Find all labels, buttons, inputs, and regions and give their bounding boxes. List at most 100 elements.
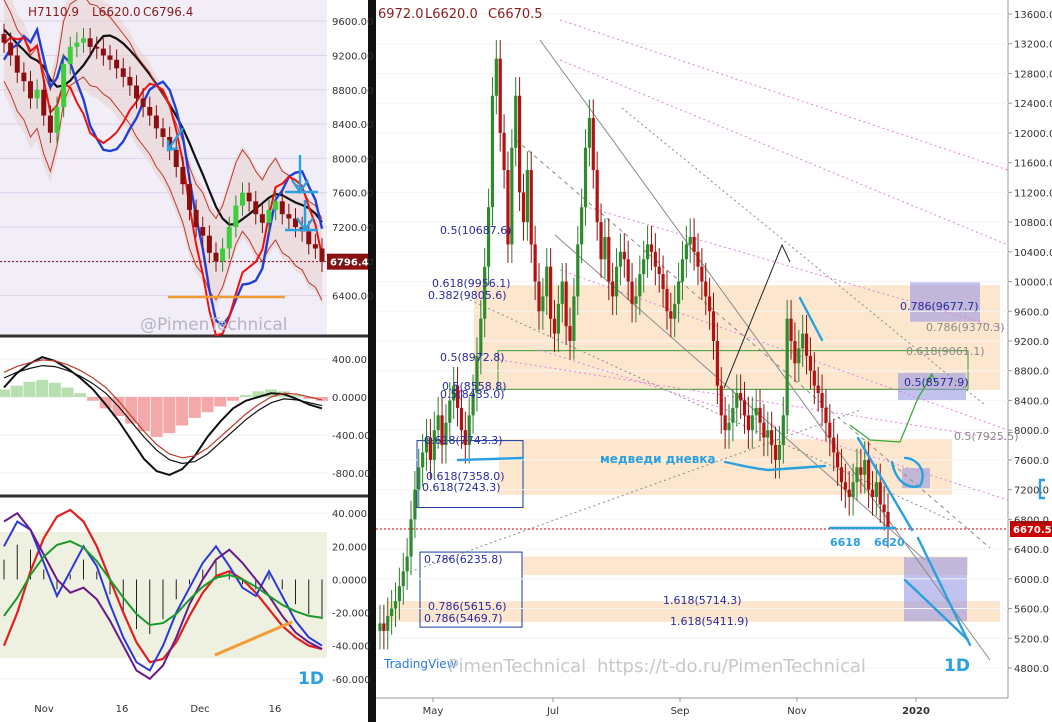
level-label: 6620	[874, 536, 905, 549]
candle	[490, 95, 495, 208]
candle	[649, 244, 654, 252]
fib-label: 0.5(10687.6)	[440, 224, 512, 237]
y-tick-label: 7600.00	[332, 189, 373, 200]
candle	[851, 482, 855, 498]
y-tick-label: 12400.0	[1014, 99, 1052, 110]
candle	[286, 214, 292, 219]
candle	[200, 227, 206, 236]
candle	[583, 147, 588, 208]
candle	[483, 266, 487, 319]
histogram-bar	[48, 382, 61, 397]
y-tick-label: 6400.0	[1014, 545, 1049, 556]
left-price-layer	[0, 0, 368, 337]
fib-fan-line	[559, 19, 1009, 171]
candle	[467, 415, 471, 446]
candle	[114, 59, 120, 69]
candle	[711, 311, 716, 341]
candle	[147, 106, 153, 116]
candle	[839, 467, 844, 483]
fib-fan-line	[559, 269, 1009, 431]
y-tick-label: 9200.0	[1014, 337, 1049, 348]
fib-label: 0.618(9956.1)	[432, 277, 511, 290]
candle	[409, 519, 413, 557]
candle	[405, 556, 409, 572]
candle	[448, 400, 452, 423]
y-tick-label: 6800.0	[1014, 515, 1049, 526]
ohlc-close: C6796.4	[143, 5, 193, 19]
candle	[874, 482, 878, 498]
fib-label: 0.5(8558.8)	[442, 380, 507, 393]
candle	[770, 430, 774, 446]
y-tick-label: -800.00	[332, 469, 371, 480]
histogram-bar	[290, 395, 303, 397]
candle	[723, 415, 727, 431]
candle	[626, 259, 630, 282]
candle	[618, 251, 623, 267]
y-tick-label: 11600.0	[1014, 159, 1052, 170]
candle	[882, 504, 886, 512]
candle	[498, 58, 502, 133]
candle	[21, 72, 27, 82]
candle	[306, 231, 312, 245]
candle	[421, 452, 425, 468]
fib-zone	[386, 601, 1000, 622]
candle	[471, 393, 475, 416]
y-tick-label: 9600.0	[1014, 307, 1049, 318]
candle	[549, 266, 553, 319]
y-tick-label: 7200.0	[1014, 486, 1049, 497]
candle	[735, 393, 739, 408]
candle	[754, 407, 758, 416]
y-tick-label: 8800.00	[332, 86, 373, 97]
y-tick-label: 9600.00	[332, 17, 373, 28]
y-tick-label: 10400.0	[1014, 248, 1052, 259]
y-tick-label: 9200.00	[332, 51, 373, 62]
fib-fan-line	[579, 204, 1009, 331]
candle	[479, 318, 483, 356]
fib-label: 0.618(7243.3)	[422, 481, 501, 494]
candle	[401, 571, 405, 587]
y-tick-label: 13200.0	[1014, 40, 1052, 51]
candle	[684, 244, 688, 260]
candle	[630, 281, 634, 304]
histogram-bar	[74, 393, 87, 397]
candle	[319, 248, 325, 262]
candle	[428, 437, 433, 460]
watermark: @PimenTechnical	[140, 315, 287, 335]
histogram-bar	[10, 385, 23, 397]
candle	[611, 281, 615, 297]
fib-label: 0.618(7743.3)	[424, 434, 503, 447]
text-layer: 9600.00 9200.00 8800.00 8400.00 8000.00 7600.…	[28, 5, 1052, 717]
annotation-stroke	[916, 536, 972, 647]
y-tick-label: 7600.0	[1014, 456, 1049, 467]
candle	[560, 281, 564, 304]
candle	[653, 251, 657, 267]
histogram-bar	[201, 397, 214, 413]
ohlc-high: H7110.9	[28, 5, 79, 19]
candle	[153, 115, 159, 129]
arrow-icon	[166, 127, 184, 152]
channel-line	[621, 107, 986, 406]
candle	[413, 489, 417, 520]
candle	[715, 341, 719, 386]
candle	[233, 205, 239, 228]
osc-red-line	[2, 508, 323, 664]
channel-line	[515, 139, 991, 549]
candle	[816, 385, 820, 394]
candle	[622, 251, 626, 260]
candle	[719, 385, 723, 416]
osc-green-line	[3, 540, 323, 627]
histogram-bar	[252, 391, 265, 397]
y-tick-label: 8400.00	[332, 120, 373, 131]
last-price-label: 6796.4	[330, 258, 369, 269]
candle	[463, 430, 467, 446]
fib-label: 1.618(5714.3)	[663, 594, 742, 607]
candle	[240, 192, 245, 206]
candle	[824, 407, 828, 423]
candle	[832, 437, 836, 453]
histogram-bar	[316, 397, 328, 401]
candle	[773, 445, 778, 460]
down-arrow-icon	[285, 155, 318, 195]
candle	[120, 68, 126, 77]
candle	[312, 244, 318, 249]
